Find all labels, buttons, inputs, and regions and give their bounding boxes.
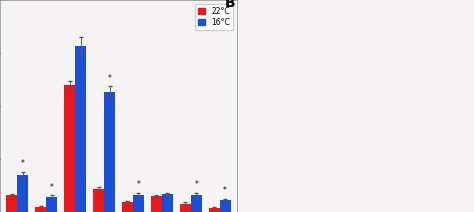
Legend: 22°C, 16°C: 22°C, 16°C: [194, 4, 233, 30]
Text: *: *: [50, 183, 54, 192]
Bar: [75, 46, 86, 212]
Bar: [191, 195, 202, 212]
Text: B: B: [225, 0, 236, 10]
Bar: [122, 202, 133, 212]
Text: *: *: [108, 74, 111, 83]
Bar: [219, 200, 231, 212]
Bar: [104, 92, 115, 212]
Bar: [133, 195, 144, 212]
Bar: [209, 208, 219, 212]
Text: *: *: [194, 180, 198, 189]
Bar: [6, 195, 18, 212]
Bar: [93, 189, 104, 212]
Bar: [64, 85, 75, 212]
Bar: [180, 204, 191, 212]
Bar: [18, 175, 28, 212]
Text: *: *: [223, 186, 227, 195]
Bar: [46, 197, 57, 212]
Bar: [151, 196, 162, 212]
Text: *: *: [21, 159, 25, 168]
Text: *: *: [137, 180, 140, 190]
Bar: [162, 194, 173, 212]
Bar: [35, 207, 46, 212]
